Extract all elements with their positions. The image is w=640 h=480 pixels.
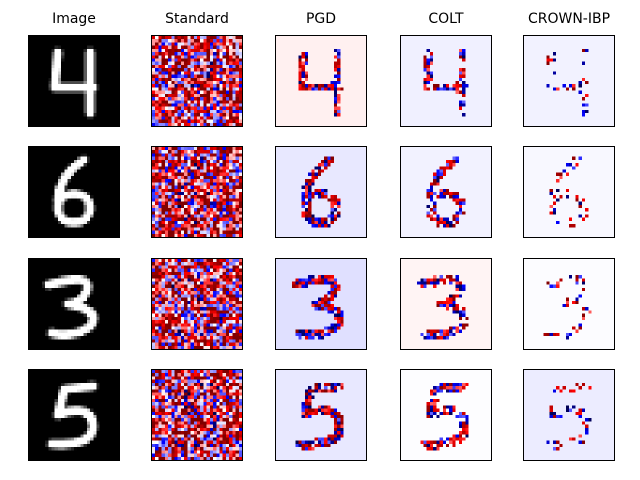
pgd-panel-digit-4 <box>275 35 367 127</box>
crown-panel-digit-6 <box>523 146 615 238</box>
pgd-heatmap <box>276 259 366 349</box>
image-heatmap <box>29 259 119 349</box>
image-panel-digit-6 <box>28 146 120 238</box>
colt-heatmap <box>401 36 491 126</box>
colt-heatmap <box>401 259 491 349</box>
column-title-colt: COLT <box>428 11 464 27</box>
column-title-image: Image <box>52 11 96 27</box>
pgd-panel-digit-6 <box>275 146 367 238</box>
standard-heatmap <box>152 36 242 126</box>
standard-heatmap <box>152 259 242 349</box>
standard-panel-digit-4 <box>151 35 243 127</box>
crown-panel-digit-4 <box>523 35 615 127</box>
standard-panel-digit-6 <box>151 146 243 238</box>
image-heatmap <box>29 370 119 460</box>
colt-panel-digit-4 <box>400 35 492 127</box>
crown-panel-digit-5 <box>523 369 615 461</box>
column-title-crown: CROWN-IBP <box>527 11 611 27</box>
colt-heatmap <box>401 147 491 237</box>
standard-panel-digit-5 <box>151 369 243 461</box>
pgd-panel-digit-3 <box>275 258 367 350</box>
image-panel-digit-5 <box>28 369 120 461</box>
standard-panel-digit-3 <box>151 258 243 350</box>
pgd-heatmap <box>276 147 366 237</box>
colt-panel-digit-5 <box>400 369 492 461</box>
image-heatmap <box>29 147 119 237</box>
crown-panel-digit-3 <box>523 258 615 350</box>
colt-panel-digit-3 <box>400 258 492 350</box>
image-panel-digit-3 <box>28 258 120 350</box>
column-title-pgd: PGD <box>305 11 337 27</box>
crown-heatmap <box>524 36 614 126</box>
column-title-standard: Standard <box>165 11 229 27</box>
pgd-panel-digit-5 <box>275 369 367 461</box>
crown-heatmap <box>524 259 614 349</box>
crown-heatmap <box>524 370 614 460</box>
image-heatmap <box>29 36 119 126</box>
colt-heatmap <box>401 370 491 460</box>
standard-heatmap <box>152 147 242 237</box>
pgd-heatmap <box>276 370 366 460</box>
image-panel-digit-4 <box>28 35 120 127</box>
colt-panel-digit-6 <box>400 146 492 238</box>
standard-heatmap <box>152 370 242 460</box>
crown-heatmap <box>524 147 614 237</box>
pgd-heatmap <box>276 36 366 126</box>
